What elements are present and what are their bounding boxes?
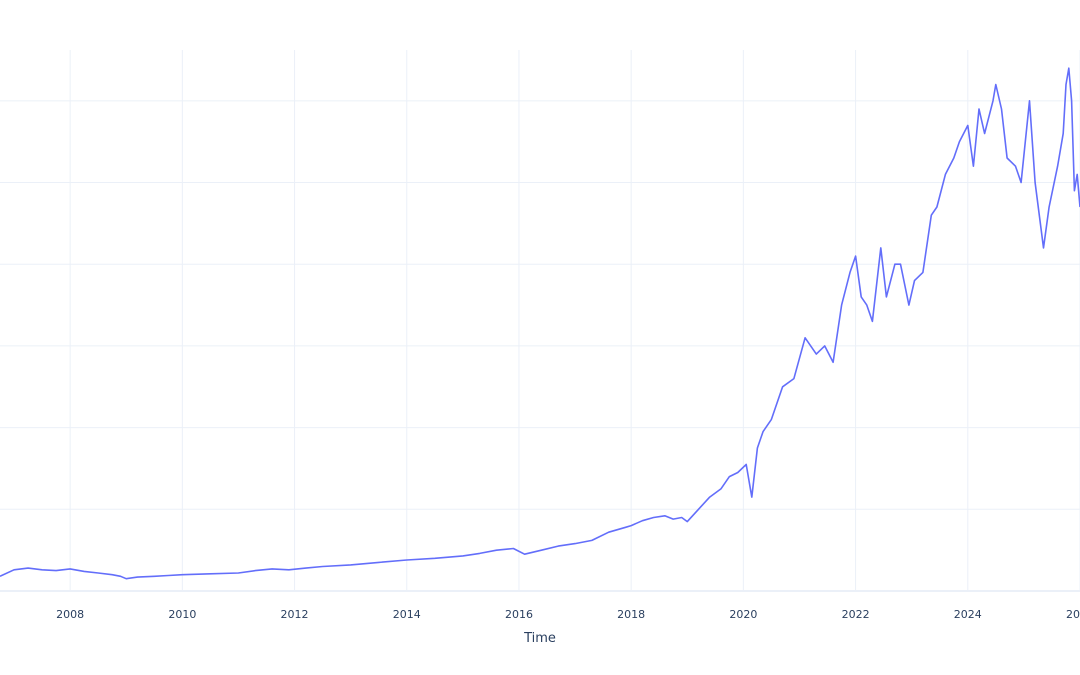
x-tick-label: 2008: [56, 608, 84, 621]
x-tick-label: 2016: [505, 608, 533, 621]
x-tick-label: 2012: [281, 608, 309, 621]
x-tick-label: 2018: [617, 608, 645, 621]
x-tick-label: 2020: [729, 608, 757, 621]
line-layer: [0, 67, 1080, 580]
grid-layer: [0, 50, 1080, 592]
x-tick-label: 2014: [393, 608, 421, 621]
x-tick-label: 2010: [168, 608, 196, 621]
x-tick-label: 2024: [954, 608, 982, 621]
x-axis-title: Time: [523, 631, 556, 646]
x-tick-label: 2022: [842, 608, 870, 621]
x-tick-labels: 2008 2010 2012 2014 2016 2018 2020 2022 2024 2026: [56, 608, 1080, 621]
series-line: [0, 67, 1080, 580]
x-tick-label: 2026: [1066, 608, 1080, 621]
